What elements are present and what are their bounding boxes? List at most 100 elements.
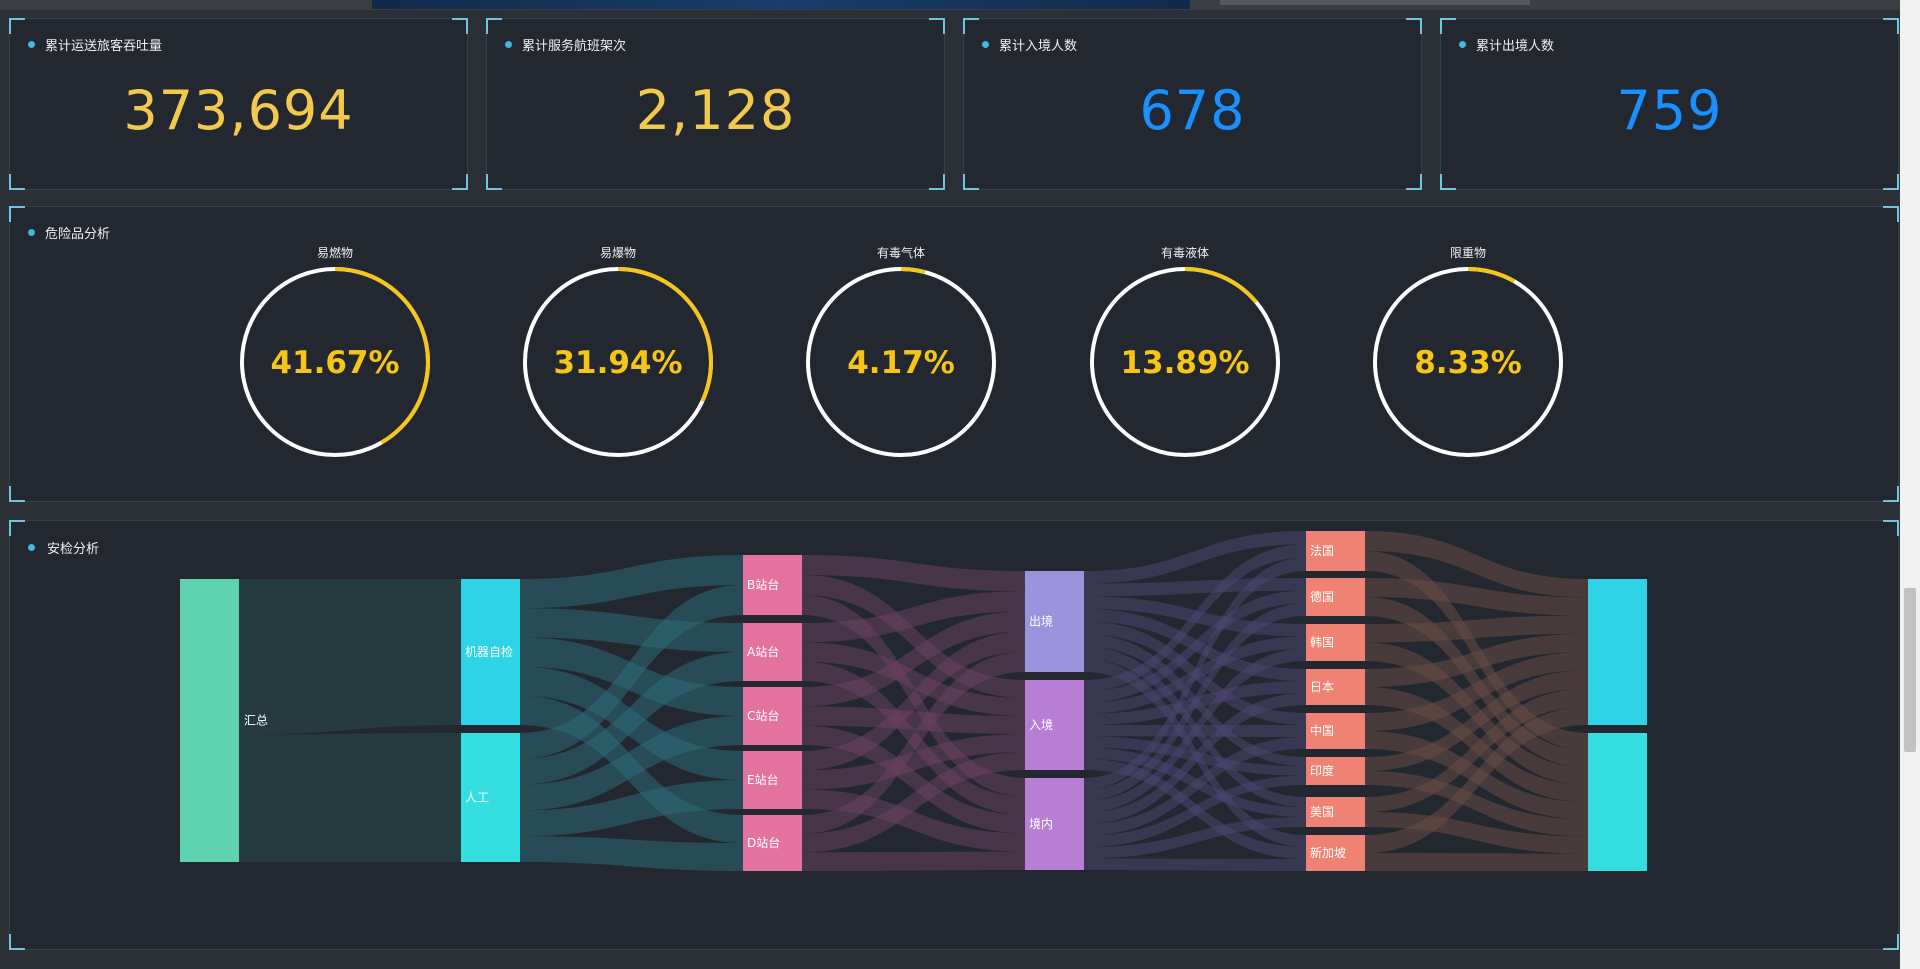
sankey-node xyxy=(1306,624,1365,661)
sankey-link xyxy=(802,575,1025,698)
sankey-link xyxy=(1365,670,1588,771)
sankey-link xyxy=(1084,858,1306,871)
sankey-node xyxy=(1588,733,1647,871)
sankey-node xyxy=(1306,669,1365,705)
sankey-node xyxy=(1306,797,1365,827)
sankey-node xyxy=(461,579,520,725)
stat-title-text: 累计运送旅客吞吐量 xyxy=(45,39,163,54)
sankey-node xyxy=(180,579,239,862)
scrollbar-thumb[interactable] xyxy=(1904,588,1916,752)
stat-card-outbound: 累计出境人数 759 xyxy=(1440,18,1899,190)
sankey-link xyxy=(802,642,1025,716)
panel-title: 危险品分析 xyxy=(28,223,110,242)
stat-value: 2,128 xyxy=(635,79,796,142)
sankey-link xyxy=(1365,597,1588,768)
panel-title-text: 安检分析 xyxy=(47,542,100,557)
sankey-node-label: 日本 xyxy=(1310,680,1334,694)
stat-card-title: 累计服务航班架次 xyxy=(505,35,626,54)
sankey-node-label: 出境 xyxy=(1029,614,1053,629)
sankey-node xyxy=(743,687,802,745)
sankey-node xyxy=(1588,579,1647,725)
panel-title: 安检分析 xyxy=(28,538,99,557)
sankey-node-label: 美国 xyxy=(1310,805,1334,819)
sankey-link xyxy=(1365,615,1588,643)
sankey-node xyxy=(1306,713,1365,749)
stat-value: 678 xyxy=(1139,79,1246,142)
sankey-node-label: 德国 xyxy=(1310,589,1334,604)
sankey-link xyxy=(520,652,743,785)
gauge-progress-arc xyxy=(1467,267,1516,284)
sankey-node-label: 汇总 xyxy=(244,714,268,728)
stat-title-text: 累计服务航班架次 xyxy=(522,39,627,54)
stat-card-title: 累计入境人数 xyxy=(982,35,1077,54)
sankey-node xyxy=(743,555,802,615)
gauge-progress-arc xyxy=(900,267,926,275)
sankey-link xyxy=(802,631,1025,771)
gauge-progress-arc xyxy=(334,267,430,445)
sankey-node-label: A站台 xyxy=(747,644,779,659)
gauge-value: 41.67% xyxy=(270,345,399,381)
sankey-link xyxy=(802,851,1025,871)
security-analysis-panel: 安检分析 汇总 机器自检 人工 B站台 A站台 C站台 E站台 D站台 出境 入境 境内 法国 德国 韩国… xyxy=(9,520,1899,950)
sankey-node xyxy=(1306,757,1365,785)
top-gray-bar xyxy=(1220,0,1530,5)
stat-card-inbound: 累计入境人数 678 xyxy=(963,18,1422,190)
vertical-scrollbar[interactable] xyxy=(1900,0,1920,969)
sankey-node xyxy=(1025,571,1084,672)
gauge-row: 易燃物 41.67% 易爆物 31.94% 有毒气体 4.17% 有毒液体 13.89% 限重物… xyxy=(240,245,1563,457)
sankey-node xyxy=(743,751,802,809)
sankey-link xyxy=(520,780,743,837)
stat-value: 373,694 xyxy=(123,79,354,142)
sankey-link xyxy=(1084,557,1306,790)
sankey-link xyxy=(1365,652,1588,731)
sankey-links xyxy=(239,531,1588,871)
gauge: 有毒气体 4.17% xyxy=(806,245,996,457)
sankey-link xyxy=(520,836,743,871)
sankey-link xyxy=(520,555,743,609)
bullet-dot-icon xyxy=(1459,41,1466,48)
sankey-link xyxy=(802,611,1025,707)
stat-title-text: 累计出境人数 xyxy=(1476,39,1555,54)
top-strip xyxy=(0,0,1920,10)
sankey-link xyxy=(1365,531,1588,598)
sankey-link xyxy=(1365,688,1588,812)
stat-title-text: 累计入境人数 xyxy=(999,39,1078,54)
bullet-dot-icon xyxy=(28,544,35,551)
sankey-node xyxy=(743,815,802,871)
stat-card-title: 累计运送旅客吞吐量 xyxy=(28,35,162,54)
sankey-node-label: 韩国 xyxy=(1310,635,1334,650)
panel-title-text: 危险品分析 xyxy=(45,227,111,242)
gauge-progress-arc xyxy=(1184,267,1258,304)
sankey-link xyxy=(1365,551,1588,751)
bullet-dot-icon xyxy=(982,41,989,48)
sankey-node-label: 中国 xyxy=(1310,723,1334,738)
sankey-link xyxy=(1084,648,1306,813)
gauge-value: 8.33% xyxy=(1414,345,1522,381)
sankey-node-label: 入境 xyxy=(1029,717,1053,732)
sankey-node-label: 法国 xyxy=(1310,544,1334,558)
sankey-node xyxy=(461,733,520,862)
sankey-link xyxy=(1084,531,1306,584)
sankey-node-label: E站台 xyxy=(747,772,779,787)
sankey-link xyxy=(802,591,1025,643)
sankey-node-label: 人工 xyxy=(465,791,489,805)
gauge-label: 易爆物 xyxy=(600,246,636,260)
gauge-value: 13.89% xyxy=(1120,345,1249,381)
gauge: 易爆物 31.94% xyxy=(523,246,713,457)
gauge-label: 易燃物 xyxy=(317,245,353,260)
sankey-node-label: 境内 xyxy=(1029,816,1053,831)
sankey-link xyxy=(520,716,743,811)
stat-value: 759 xyxy=(1616,79,1723,142)
gauge-label: 有毒气体 xyxy=(877,245,925,260)
gauge: 有毒液体 13.89% xyxy=(1090,245,1280,457)
sankey-node xyxy=(1306,578,1365,616)
sankey-node-label: D站台 xyxy=(747,835,780,850)
gauge-progress-arc xyxy=(617,267,713,403)
stat-card-passengers: 累计运送旅客吞吐量 373,694 xyxy=(9,18,468,190)
gauge-value: 31.94% xyxy=(553,345,682,381)
sankey-link xyxy=(239,579,461,735)
sankey-link xyxy=(1084,603,1306,801)
sankey-link xyxy=(1084,544,1306,692)
bullet-dot-icon xyxy=(28,229,35,236)
